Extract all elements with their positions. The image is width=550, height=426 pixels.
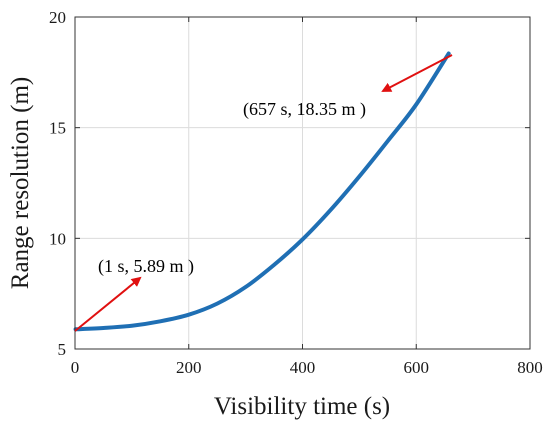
annotation-layer: (1 s, 5.89 m ) (657 s, 18.35 m ) bbox=[74, 54, 453, 332]
x-tick-label: 0 bbox=[71, 358, 80, 377]
y-tick-label: 20 bbox=[49, 8, 66, 27]
series-line bbox=[73, 51, 451, 332]
annotation-arrow bbox=[74, 276, 142, 332]
annotation-arrow bbox=[381, 54, 453, 92]
y-axis-label: Range resolution (m) bbox=[7, 77, 34, 289]
series-layer bbox=[73, 51, 451, 332]
tick-layer: 0 200 400 600 800 5 10 15 20 bbox=[49, 8, 543, 377]
y-tick-label: 5 bbox=[58, 340, 67, 359]
x-tick-label: 400 bbox=[290, 358, 316, 377]
annotation-label: (1 s, 5.89 m ) bbox=[98, 256, 194, 277]
x-tick-label: 800 bbox=[517, 358, 543, 377]
y-tick-label: 10 bbox=[49, 229, 66, 248]
x-axis-label: Visibility time (s) bbox=[214, 393, 390, 420]
x-tick-label: 600 bbox=[404, 358, 430, 377]
y-tick-label: 15 bbox=[49, 119, 66, 138]
x-tick-label: 200 bbox=[176, 358, 202, 377]
annotation-label: (657 s, 18.35 m ) bbox=[243, 99, 366, 120]
